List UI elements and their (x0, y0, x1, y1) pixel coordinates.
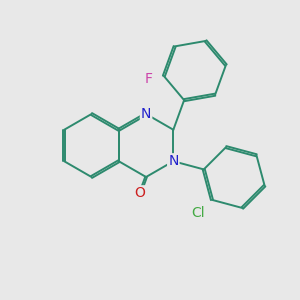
Text: O: O (135, 186, 146, 200)
Text: N: N (141, 107, 151, 121)
Text: Cl: Cl (192, 206, 206, 220)
Text: F: F (144, 72, 152, 86)
Text: N: N (168, 154, 178, 168)
